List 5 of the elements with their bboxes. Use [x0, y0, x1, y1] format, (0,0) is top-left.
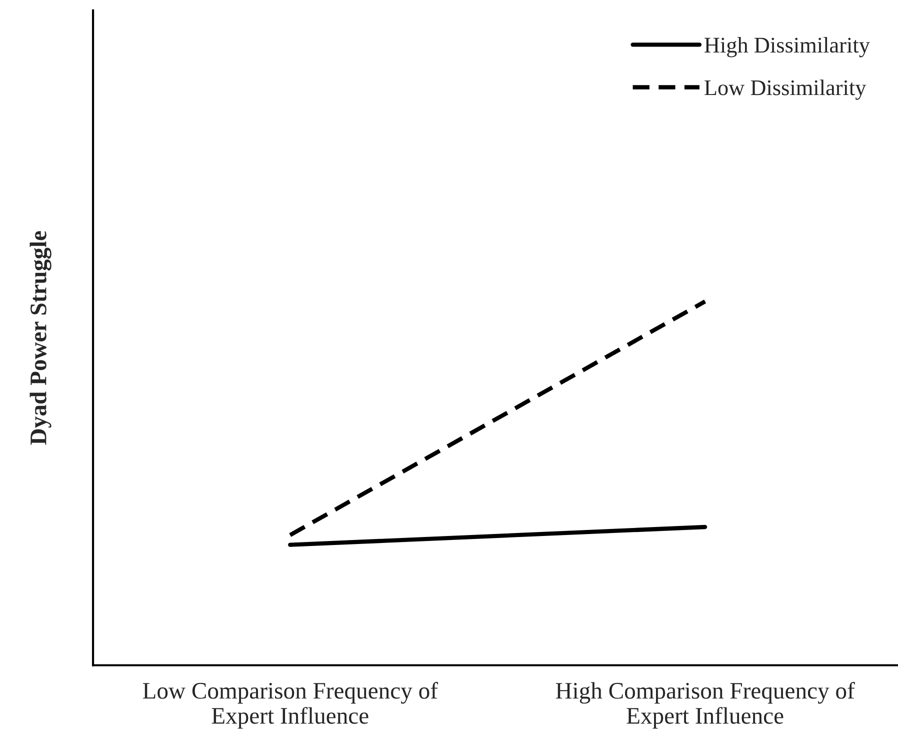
x-tick-label: High Comparison Frequency of Expert Influence: [556, 682, 855, 729]
y-axis-title: Dyad Power Struggle: [30, 231, 52, 445]
legend-label: High Dissimilarity: [704, 37, 870, 58]
legend-label: Low Dissimilarity: [704, 80, 866, 100]
x-tick-label: Low Comparison Frequency of Expert Influence: [142, 682, 438, 729]
